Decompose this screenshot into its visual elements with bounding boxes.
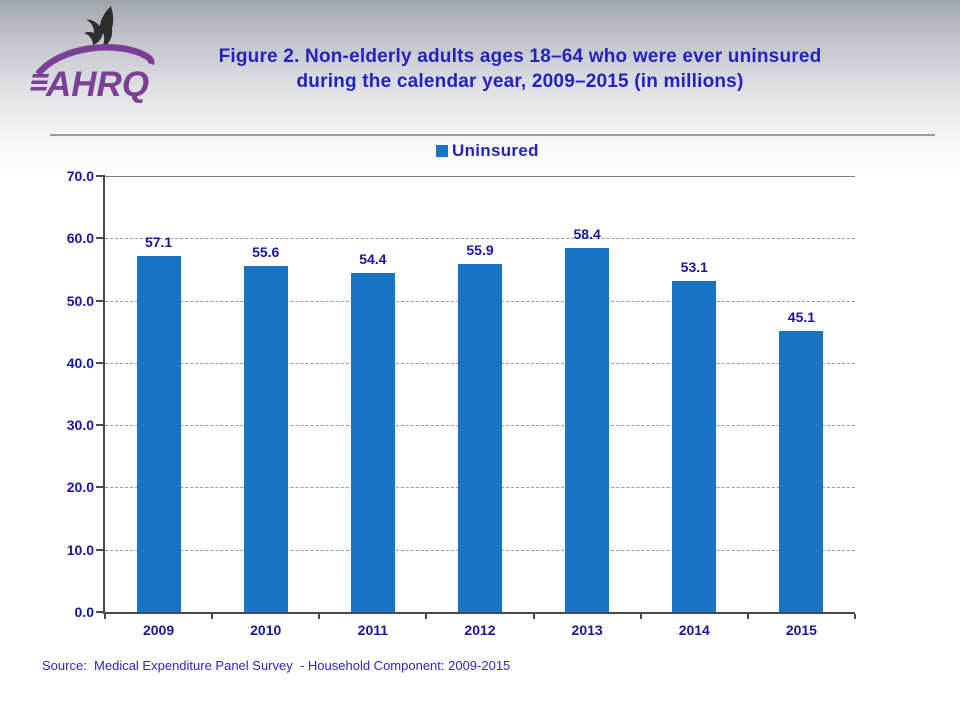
y-axis-tick-label: 60.0: [66, 230, 94, 247]
bar: [136, 256, 181, 612]
x-axis-category-label: 2014: [678, 622, 710, 638]
x-axis-category-label: 2013: [571, 622, 603, 638]
x-axis-tick: [854, 614, 856, 619]
source-note: Source: Medical Expenditure Panel Survey…: [42, 658, 511, 673]
x-axis-category-label: 2009: [142, 622, 175, 638]
x-axis-line: [103, 612, 855, 614]
logo-wordmark: AHRQ: [45, 65, 149, 104]
y-axis-tick: [96, 424, 105, 427]
x-axis-tick: [318, 614, 321, 619]
gridline: [105, 176, 855, 177]
bar: [350, 273, 395, 612]
bar-value-label: 58.4: [573, 226, 601, 243]
chart-legend: Uninsured: [436, 141, 539, 161]
header-divider: [50, 134, 935, 136]
bar: [672, 281, 717, 612]
legend-marker: [436, 145, 448, 157]
bar-value-label: 55.6: [252, 243, 280, 260]
y-axis-tick-label: 20.0: [66, 479, 94, 496]
x-axis-category-label: 2011: [357, 622, 389, 638]
x-axis-tick: [746, 614, 749, 619]
y-axis-tick-label: 10.0: [66, 541, 94, 558]
y-axis-tick-label: 0.0: [74, 604, 94, 620]
bar-value-label: 55.9: [466, 241, 494, 258]
x-axis-tick: [532, 614, 535, 619]
y-axis-tick: [96, 237, 105, 240]
gridline: [105, 238, 855, 240]
page-title-line1: Figure 2. Non-elderly adults ages 18–64 …: [218, 46, 822, 67]
y-axis-tick: [96, 611, 105, 613]
ahrq-logo-graphic: AHRQ: [30, 6, 155, 104]
y-axis-tick-label: 30.0: [66, 417, 94, 434]
logo-speed-lines: [30, 74, 49, 91]
bar-value-label: 53.1: [680, 259, 708, 276]
bar-value-label: 57.1: [144, 234, 173, 251]
x-axis-tick: [211, 614, 214, 619]
x-axis-tick: [425, 614, 428, 619]
y-axis-tick: [96, 299, 105, 302]
bar: [243, 265, 288, 612]
bar-value-label: 45.1: [787, 309, 816, 326]
y-axis-tick: [96, 361, 105, 364]
bar-value-label: 54.4: [359, 251, 387, 268]
logo-arc: [35, 44, 155, 77]
y-axis-tick-label: 70.0: [66, 168, 94, 184]
x-axis-category-label: 2012: [464, 622, 496, 638]
header-gradient-band: [0, 0, 960, 175]
bar: [458, 263, 502, 612]
y-axis-tick: [96, 486, 105, 489]
ahrq-logo: AHRQ: [30, 4, 180, 104]
y-axis-line: [103, 176, 105, 612]
x-axis-tick: [104, 614, 106, 619]
y-axis-tick: [96, 175, 105, 177]
bar: [779, 331, 824, 612]
y-axis-tick: [96, 548, 105, 551]
legend-label: Uninsured: [452, 141, 539, 160]
y-axis-tick-label: 40.0: [66, 354, 94, 371]
y-axis-tick-label: 50.0: [66, 292, 94, 309]
bar: [565, 248, 610, 612]
page-title-line2: during the calendar year, 2009–2015 (in …: [296, 71, 744, 92]
x-axis-category-label: 2015: [785, 622, 817, 638]
hhs-eagle-icon: [84, 6, 114, 50]
x-axis-tick: [639, 614, 642, 619]
x-axis-category-label: 2010: [250, 622, 282, 638]
page-title: Figure 2. Non-elderly adults ages 18–64 …: [195, 44, 845, 94]
